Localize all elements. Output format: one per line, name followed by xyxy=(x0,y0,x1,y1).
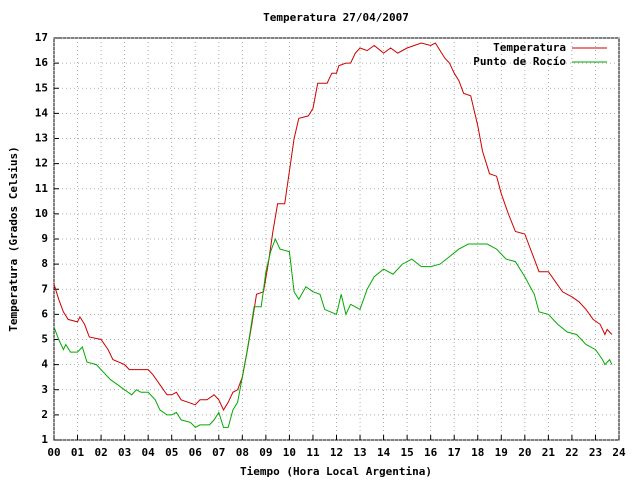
y-tick-label: 4 xyxy=(41,358,48,371)
x-tick-label: 14 xyxy=(377,446,391,459)
y-tick-label: 2 xyxy=(41,408,48,421)
y-tick-label: 11 xyxy=(35,182,49,195)
data-line xyxy=(53,42,613,411)
y-tick-label: 14 xyxy=(35,106,49,119)
chart-title: Temperatura 27/04/2007 xyxy=(263,11,409,24)
y-tick-label: 6 xyxy=(41,307,48,320)
x-tick-label: 05 xyxy=(165,446,178,459)
x-tick-label: 11 xyxy=(306,446,320,459)
y-tick-label: 8 xyxy=(41,257,48,270)
x-tick-label: 12 xyxy=(330,446,343,459)
x-axis-label: Tiempo (Hora Local Argentina) xyxy=(240,465,432,478)
y-tick-label: 12 xyxy=(35,157,48,170)
x-tick-label: 15 xyxy=(401,446,414,459)
x-tick-label: 06 xyxy=(189,446,203,459)
y-tick-label: 3 xyxy=(41,383,48,396)
y-axis-label: Temperatura (Grados Celsius) xyxy=(7,146,20,331)
x-tick-label: 13 xyxy=(353,446,366,459)
y-tick-label: 5 xyxy=(41,333,48,346)
x-tick-label: 20 xyxy=(518,446,531,459)
legend-label: Temperatura xyxy=(493,41,566,54)
x-tick-label: 24 xyxy=(612,446,626,459)
y-tick-label: 7 xyxy=(41,282,48,295)
x-tick-label: 04 xyxy=(142,446,156,459)
x-tick-label: 21 xyxy=(542,446,556,459)
x-tick-label: 00 xyxy=(47,446,60,459)
x-tick-label: 08 xyxy=(236,446,249,459)
y-tick-label: 13 xyxy=(35,132,48,145)
y-tick-label: 16 xyxy=(35,56,49,69)
x-tick-label: 18 xyxy=(471,446,484,459)
y-tick-label: 10 xyxy=(35,207,48,220)
y-tick-label: 15 xyxy=(35,81,48,94)
x-tick-label: 03 xyxy=(118,446,131,459)
y-tick-label: 9 xyxy=(41,232,48,245)
legend-label: Punto de Rocío xyxy=(473,55,566,68)
x-tick-label: 02 xyxy=(94,446,107,459)
x-tick-label: 10 xyxy=(283,446,296,459)
x-tick-label: 01 xyxy=(71,446,85,459)
x-tick-label: 19 xyxy=(495,446,508,459)
x-tick-label: 09 xyxy=(259,446,272,459)
x-tick-label: 23 xyxy=(589,446,602,459)
data-line xyxy=(53,237,613,429)
x-tick-label: 22 xyxy=(565,446,578,459)
x-tick-label: 16 xyxy=(424,446,438,459)
y-tick-label: 17 xyxy=(35,31,48,44)
y-tick-label: 1 xyxy=(41,433,48,446)
x-tick-label: 07 xyxy=(212,446,225,459)
x-tick-label: 17 xyxy=(448,446,461,459)
